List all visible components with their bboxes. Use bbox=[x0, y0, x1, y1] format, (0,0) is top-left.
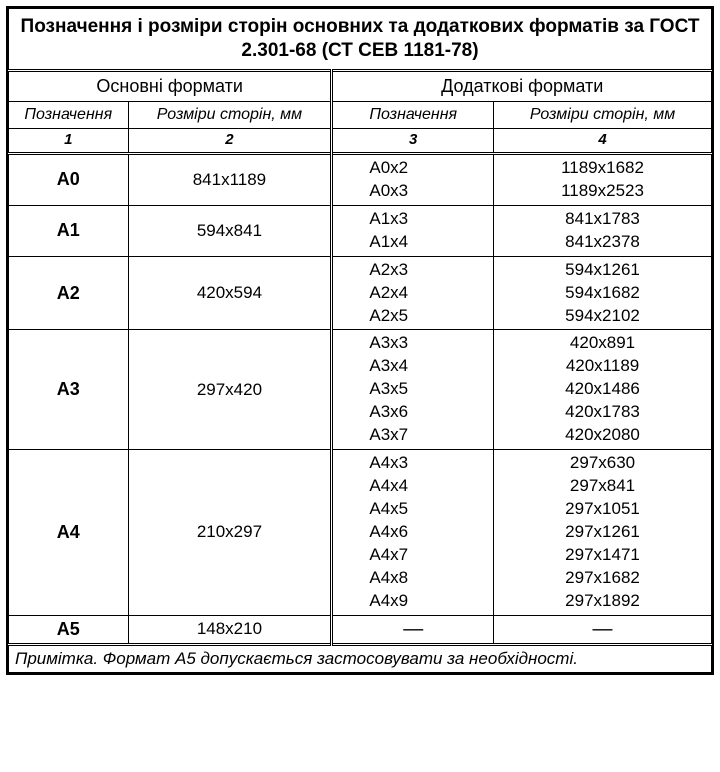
table-row: А0841х1189А0х2А0х31189х16821189х2523 bbox=[9, 153, 712, 205]
cell-main-size: 594х841 bbox=[128, 205, 332, 256]
sub-header-row: Позначення Розміри сторін, мм Позначення… bbox=[9, 101, 712, 128]
cell-add-designation: А2х3А2х4А2х5 bbox=[332, 256, 494, 330]
cell-add-designation: А0х2А0х3 bbox=[332, 153, 494, 205]
cell-main-designation: А2 bbox=[9, 256, 129, 330]
table-row: А5148х210—— bbox=[9, 615, 712, 644]
table-row: А2420х594А2х3А2х4А2х5594х1261594х1682594… bbox=[9, 256, 712, 330]
group-main: Основні формати bbox=[9, 70, 332, 101]
subhead-size-main: Розміри сторін, мм bbox=[128, 101, 332, 128]
cell-add-size: 297х630297х841297х1051297х1261297х147129… bbox=[494, 450, 712, 616]
cell-add-designation: — bbox=[332, 615, 494, 644]
cell-main-size: 297х420 bbox=[128, 330, 332, 450]
colnum-2: 2 bbox=[128, 128, 332, 153]
cell-add-size: 594х1261594х1682594х2102 bbox=[494, 256, 712, 330]
group-additional: Додаткові формати bbox=[332, 70, 712, 101]
cell-main-size: 420х594 bbox=[128, 256, 332, 330]
colnum-3: 3 bbox=[332, 128, 494, 153]
table-row: А3297х420А3х3А3х4А3х5А3х6А3х7420х891420х… bbox=[9, 330, 712, 450]
cell-main-designation: А5 bbox=[9, 615, 129, 644]
cell-add-size: 841х1783841х2378 bbox=[494, 205, 712, 256]
table-row: А1594х841А1х3А1х4841х1783841х2378 bbox=[9, 205, 712, 256]
cell-add-designation: А3х3А3х4А3х5А3х6А3х7 bbox=[332, 330, 494, 450]
note-lead: Примітка bbox=[15, 649, 93, 668]
note-text: . Формат А5 допускається застосовувати з… bbox=[93, 649, 578, 668]
cell-add-designation: А1х3А1х4 bbox=[332, 205, 494, 256]
formats-table: Позначення і розміри сторін основних та … bbox=[8, 8, 712, 673]
cell-add-size: 1189х16821189х2523 bbox=[494, 153, 712, 205]
cell-main-size: 210х297 bbox=[128, 450, 332, 616]
cell-main-designation: А3 bbox=[9, 330, 129, 450]
cell-main-designation: А1 bbox=[9, 205, 129, 256]
colnum-1: 1 bbox=[9, 128, 129, 153]
cell-main-designation: А4 bbox=[9, 450, 129, 616]
subhead-size-add: Розміри сторін, мм bbox=[494, 101, 712, 128]
cell-add-designation: А4х3А4х4А4х5А4х6А4х7А4х8А4х9 bbox=[332, 450, 494, 616]
title-row: Позначення і розміри сторін основних та … bbox=[9, 9, 712, 71]
table-title: Позначення і розміри сторін основних та … bbox=[9, 9, 712, 71]
cell-add-size: — bbox=[494, 615, 712, 644]
table-row: А4210х297А4х3А4х4А4х5А4х6А4х7А4х8А4х9297… bbox=[9, 450, 712, 616]
group-header-row: Основні формати Додаткові формати bbox=[9, 70, 712, 101]
table-container: Позначення і розміри сторін основних та … bbox=[6, 6, 714, 675]
cell-main-size: 841х1189 bbox=[128, 153, 332, 205]
cell-main-designation: А0 bbox=[9, 153, 129, 205]
note-cell: Примітка. Формат А5 допускається застосо… bbox=[9, 644, 712, 672]
subhead-des-main: Позначення bbox=[9, 101, 129, 128]
subhead-des-add: Позначення bbox=[332, 101, 494, 128]
cell-main-size: 148х210 bbox=[128, 615, 332, 644]
colnum-4: 4 bbox=[494, 128, 712, 153]
colnum-row: 1 2 3 4 bbox=[9, 128, 712, 153]
cell-add-size: 420х891420х1189420х1486420х1783420х2080 bbox=[494, 330, 712, 450]
note-row: Примітка. Формат А5 допускається застосо… bbox=[9, 644, 712, 672]
